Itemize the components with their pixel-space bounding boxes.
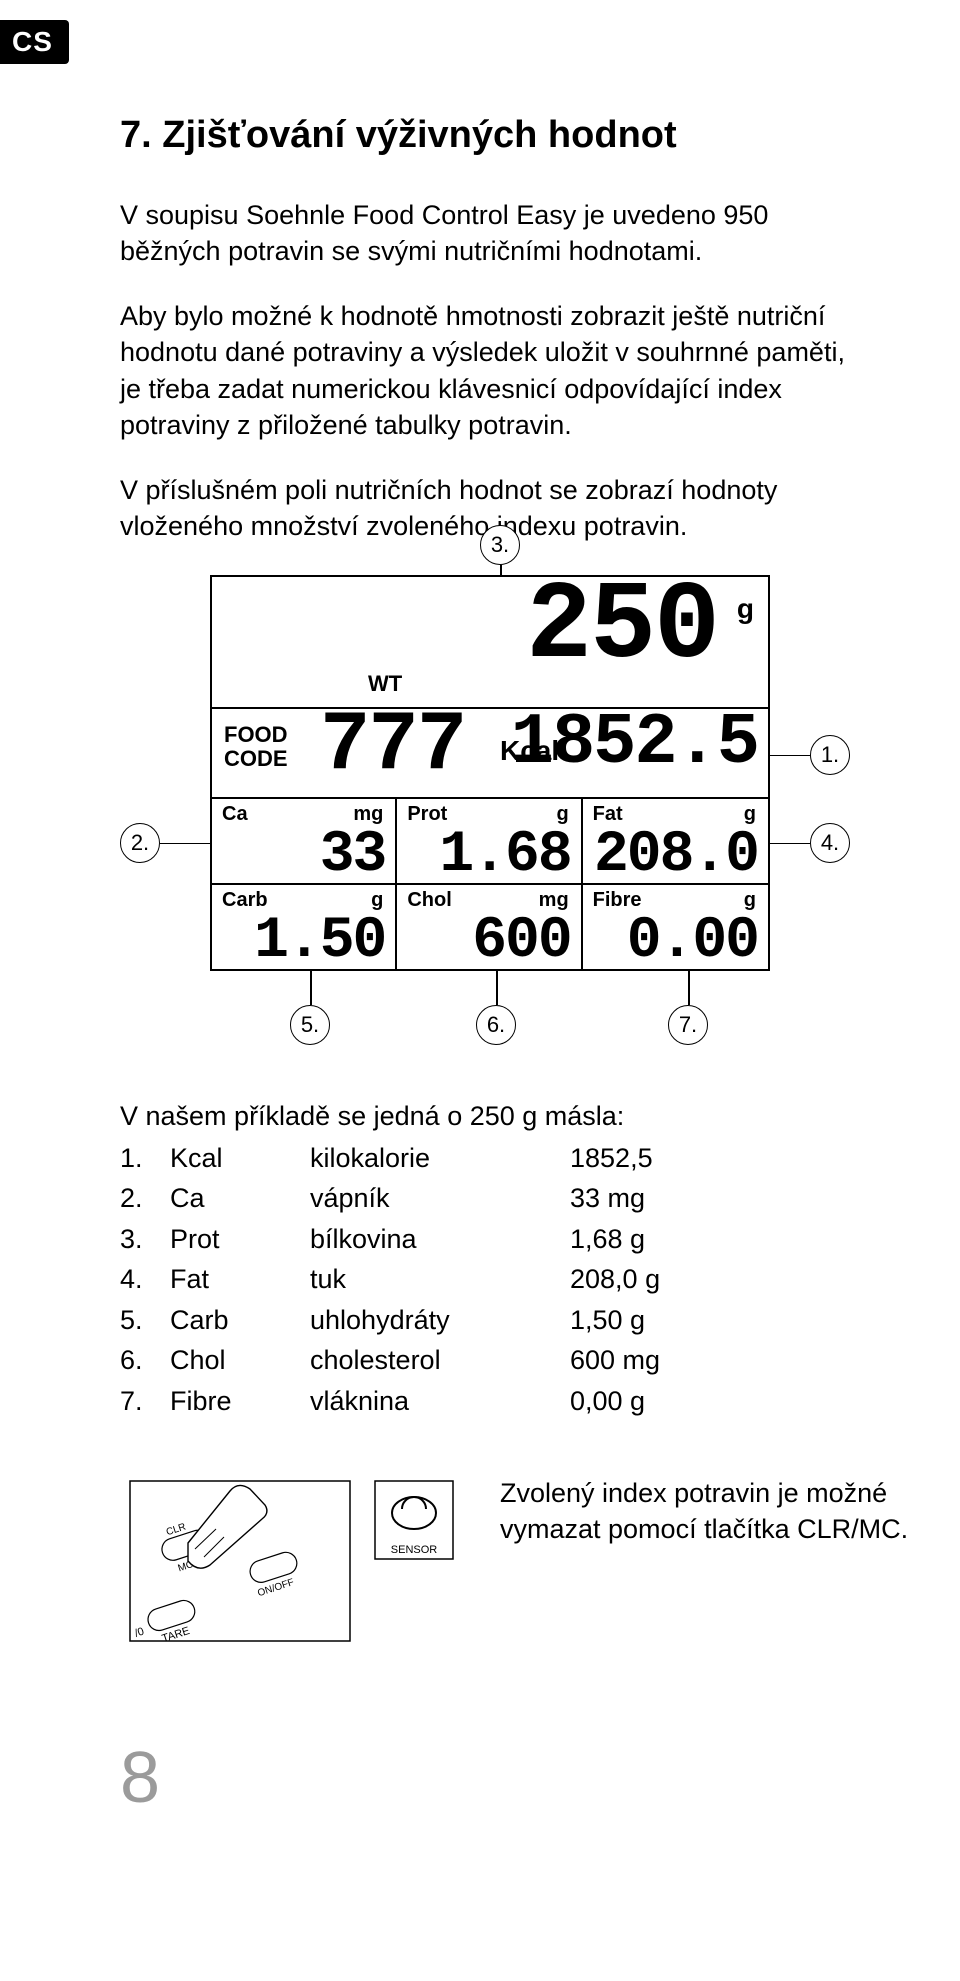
callout-1: 1. — [810, 735, 850, 775]
callout-4: 4. — [810, 823, 850, 863]
fat-value: 208.0 — [594, 827, 758, 885]
bottom-illustration: SENSOR CLR MC ON/OFF TARE /0 Zvolený ind… — [120, 1461, 860, 1761]
carb-value: 1.50 — [254, 913, 385, 971]
weight-value: 250 — [526, 573, 718, 683]
lcd-diagram: 3. 2. 1. 4. WT 250 g FOODCODE 777 Kcal — [120, 575, 860, 971]
legend-row: 3.Protbílkovina1,68 g — [120, 1219, 860, 1260]
wt-label: WT — [368, 671, 402, 697]
legend-row: 1.Kcalkilokalorie1852,5 — [120, 1138, 860, 1179]
cell-prot: Prot g 1.68 — [397, 799, 582, 883]
cell-fat: Fat g 208.0 — [583, 799, 768, 883]
food-code-label: FOODCODE — [224, 723, 288, 771]
legend-row: 6.Cholcholesterol600 mg — [120, 1340, 860, 1381]
legend-row: 2.Cavápník33 mg — [120, 1178, 860, 1219]
lcd-row-4: Carb g 1.50 Chol mg 600 Fibre g 0.00 — [212, 883, 768, 969]
cell-chol: Chol mg 600 — [397, 885, 582, 969]
weight-unit: g — [737, 593, 754, 625]
callout-line — [688, 971, 690, 1005]
lcd-row-3: Ca mg 33 Prot g 1.68 Fat g 208.0 — [212, 797, 768, 883]
callout-2: 2. — [120, 823, 160, 863]
lcd-screen: WT 250 g FOODCODE 777 Kcal 1852.5 Ca mg … — [210, 575, 770, 971]
legend-row: 5.Carbuhlohydráty1,50 g — [120, 1300, 860, 1341]
food-code-value: 777 — [320, 705, 465, 789]
kcal-value: 1852.5 — [511, 707, 758, 779]
callout-line — [770, 843, 810, 845]
chol-label: Chol — [407, 889, 451, 912]
legend-intro: V našem příkladě se jedná o 250 g másla: — [120, 1101, 860, 1132]
legend-row: 7.Fibrevláknina0,00 g — [120, 1381, 860, 1422]
callout-5: 5. — [290, 1005, 330, 1045]
scale-illustration: SENSOR CLR MC ON/OFF TARE /0 — [120, 1461, 480, 1721]
callout-7: 7. — [668, 1005, 708, 1045]
paragraph-1: V soupisu Soehnle Food Control Easy je u… — [120, 197, 860, 270]
section-heading: 7. Zjišťování výživných hodnot — [120, 114, 860, 157]
fibre-value: 0.00 — [627, 913, 758, 971]
legend-row: 4.Fattuk208,0 g — [120, 1259, 860, 1300]
legend: V našem příkladě se jedná o 250 g másla:… — [120, 1101, 860, 1422]
callout-3: 3. — [480, 525, 520, 565]
lcd-row-weight: WT 250 g — [212, 577, 768, 707]
prot-value: 1.68 — [439, 827, 570, 885]
language-badge: CS — [0, 20, 69, 64]
callout-6: 6. — [476, 1005, 516, 1045]
callout-line — [160, 843, 210, 845]
chol-value: 600 — [472, 913, 570, 971]
sensor-label: SENSOR — [391, 1544, 438, 1556]
cell-ca: Ca mg 33 — [212, 799, 397, 883]
lcd-row-kcal: FOODCODE 777 Kcal 1852.5 — [212, 707, 768, 797]
ca-label: Ca — [222, 803, 248, 826]
ca-value: 33 — [320, 827, 386, 885]
cell-carb: Carb g 1.50 — [212, 885, 397, 969]
callout-line — [770, 755, 810, 757]
bottom-text: Zvolený index potravin je možné vymazat … — [500, 1475, 920, 1548]
legend-table: 1.Kcalkilokalorie1852,5 2.Cavápník33 mg … — [120, 1138, 860, 1422]
callout-line — [496, 971, 498, 1005]
cell-fibre: Fibre g 0.00 — [583, 885, 768, 969]
callout-line — [310, 971, 312, 1005]
paragraph-2: Aby bylo možné k hodnotě hmotnosti zobra… — [120, 298, 860, 444]
